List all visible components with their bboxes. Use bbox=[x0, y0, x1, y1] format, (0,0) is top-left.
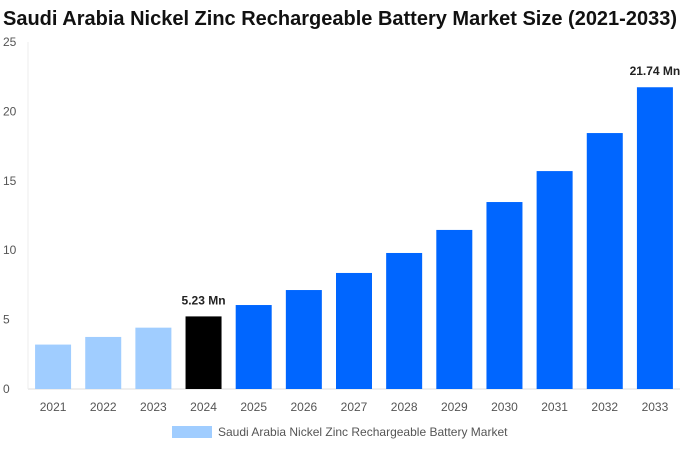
y-tick-label: 10 bbox=[3, 243, 17, 257]
bar-2021 bbox=[35, 344, 72, 389]
x-tick-label: 2023 bbox=[140, 400, 167, 414]
y-tick-label: 25 bbox=[3, 35, 17, 49]
legend-swatch bbox=[172, 426, 212, 438]
legend: Saudi Arabia Nickel Zinc Rechargeable Ba… bbox=[172, 425, 507, 439]
bar-2028 bbox=[386, 252, 423, 389]
y-tick-label: 15 bbox=[3, 174, 17, 188]
x-tick-label: 2024 bbox=[190, 400, 217, 414]
bar-2027 bbox=[336, 272, 372, 389]
bar-2033 bbox=[636, 87, 673, 389]
x-tick-label: 2028 bbox=[391, 400, 418, 414]
y-tick-label: 0 bbox=[3, 382, 10, 396]
y-tick-label: 20 bbox=[3, 104, 17, 118]
bar-2024 bbox=[185, 316, 222, 389]
bar-2032 bbox=[586, 133, 623, 389]
legend-label: Saudi Arabia Nickel Zinc Rechargeable Ba… bbox=[218, 425, 508, 439]
data-label: 5.23 Mn bbox=[182, 293, 226, 307]
x-tick-label: 2022 bbox=[90, 400, 117, 414]
x-tick-label: 2033 bbox=[642, 400, 669, 414]
bar-2025 bbox=[235, 305, 272, 389]
x-tick-label: 2027 bbox=[341, 400, 368, 414]
x-tick-label: 2026 bbox=[290, 400, 317, 414]
bar-2031 bbox=[536, 171, 573, 389]
bar-2023 bbox=[135, 327, 172, 389]
bar-2030 bbox=[486, 202, 523, 389]
bar-2029 bbox=[436, 229, 473, 389]
y-tick-label: 5 bbox=[3, 313, 10, 327]
x-tick-label: 2021 bbox=[40, 400, 67, 414]
chart-title: Saudi Arabia Nickel Zinc Rechargeable Ba… bbox=[3, 8, 677, 30]
x-tick-label: 2025 bbox=[240, 400, 267, 414]
x-tick-label: 2031 bbox=[541, 400, 568, 414]
bar-2026 bbox=[285, 290, 322, 389]
data-label: 21.74 Mn bbox=[630, 64, 680, 78]
x-tick-label: 2030 bbox=[491, 400, 518, 414]
x-tick-label: 2032 bbox=[591, 400, 618, 414]
x-tick-label: 2029 bbox=[441, 400, 468, 414]
bar-2022 bbox=[85, 336, 122, 389]
